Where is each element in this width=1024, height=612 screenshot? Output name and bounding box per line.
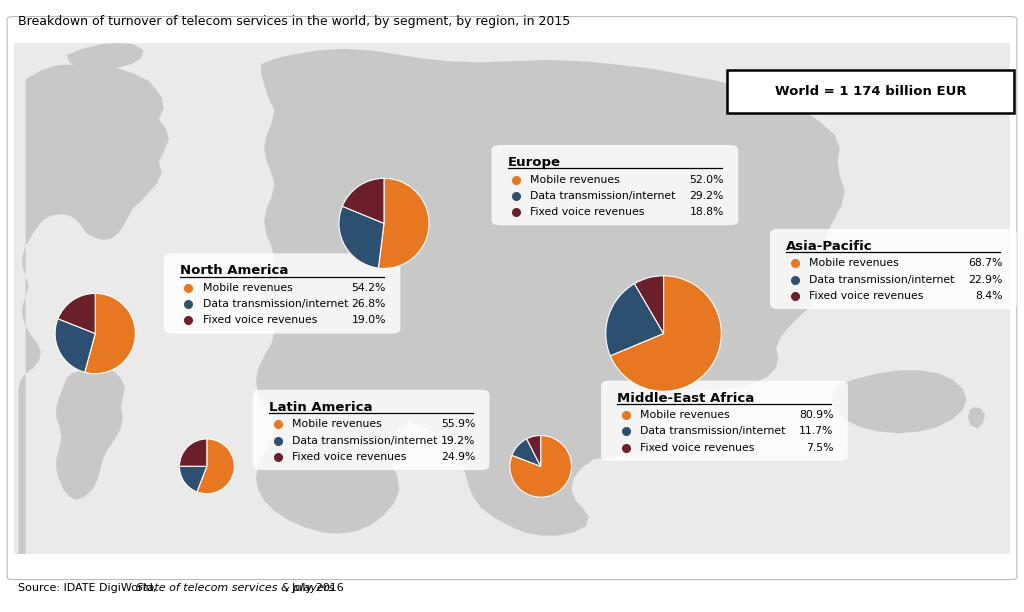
Wedge shape bbox=[635, 276, 664, 334]
Text: Mobile revenues: Mobile revenues bbox=[530, 174, 621, 185]
Text: 19.0%: 19.0% bbox=[351, 315, 386, 326]
Text: Fixed voice revenues: Fixed voice revenues bbox=[203, 315, 317, 326]
Text: 11.7%: 11.7% bbox=[799, 427, 834, 436]
Polygon shape bbox=[809, 173, 831, 196]
Text: World = 1 174 billion EUR: World = 1 174 billion EUR bbox=[774, 85, 967, 99]
Wedge shape bbox=[526, 436, 541, 466]
Wedge shape bbox=[606, 283, 664, 356]
Wedge shape bbox=[85, 293, 135, 374]
Text: Fixed voice revenues: Fixed voice revenues bbox=[640, 442, 755, 453]
Polygon shape bbox=[56, 367, 125, 500]
Text: 55.9%: 55.9% bbox=[440, 419, 475, 430]
FancyBboxPatch shape bbox=[253, 390, 489, 470]
Wedge shape bbox=[58, 293, 95, 334]
Text: State of telecom services & players: State of telecom services & players bbox=[136, 583, 334, 592]
Text: Data transmission/internet: Data transmission/internet bbox=[292, 436, 437, 446]
FancyBboxPatch shape bbox=[14, 43, 1010, 554]
Wedge shape bbox=[179, 439, 207, 466]
Text: Data transmission/internet: Data transmission/internet bbox=[809, 275, 954, 285]
Text: Fixed voice revenues: Fixed voice revenues bbox=[292, 452, 407, 462]
Text: 80.9%: 80.9% bbox=[799, 410, 834, 420]
Text: Mobile revenues: Mobile revenues bbox=[203, 283, 293, 293]
Text: 68.7%: 68.7% bbox=[968, 258, 1002, 269]
Text: Mobile revenues: Mobile revenues bbox=[809, 258, 899, 269]
Text: 26.8%: 26.8% bbox=[351, 299, 386, 309]
Wedge shape bbox=[179, 466, 207, 492]
Text: Data transmission/internet: Data transmission/internet bbox=[640, 427, 785, 436]
Text: Data transmission/internet: Data transmission/internet bbox=[203, 299, 348, 309]
Text: Breakdown of turnover of telecom services in the world, by segment, by region, i: Breakdown of turnover of telecom service… bbox=[18, 15, 570, 28]
Text: 8.4%: 8.4% bbox=[975, 291, 1002, 301]
Polygon shape bbox=[968, 407, 985, 428]
Text: Source: IDATE DigiWorld,: Source: IDATE DigiWorld, bbox=[18, 583, 161, 592]
Text: Latin America: Latin America bbox=[269, 401, 373, 414]
Text: Fixed voice revenues: Fixed voice revenues bbox=[809, 291, 924, 301]
Text: North America: North America bbox=[180, 264, 289, 277]
Text: 52.0%: 52.0% bbox=[689, 174, 724, 185]
Text: 22.9%: 22.9% bbox=[968, 275, 1002, 285]
Polygon shape bbox=[18, 64, 169, 554]
Text: 7.5%: 7.5% bbox=[806, 442, 834, 453]
FancyBboxPatch shape bbox=[601, 381, 848, 461]
Text: Mobile revenues: Mobile revenues bbox=[292, 419, 382, 430]
Text: Middle-East Africa: Middle-East Africa bbox=[617, 392, 755, 405]
FancyBboxPatch shape bbox=[164, 253, 400, 334]
Text: 29.2%: 29.2% bbox=[689, 191, 724, 201]
Text: Data transmission/internet: Data transmission/internet bbox=[530, 191, 676, 201]
Text: , July 2016: , July 2016 bbox=[285, 583, 343, 592]
Text: 19.2%: 19.2% bbox=[440, 436, 475, 446]
Wedge shape bbox=[342, 178, 384, 223]
Wedge shape bbox=[55, 319, 95, 372]
Polygon shape bbox=[256, 49, 845, 536]
Wedge shape bbox=[610, 276, 721, 391]
Wedge shape bbox=[197, 439, 234, 494]
FancyBboxPatch shape bbox=[727, 70, 1014, 113]
Text: Mobile revenues: Mobile revenues bbox=[640, 410, 730, 420]
FancyBboxPatch shape bbox=[770, 229, 1017, 309]
Wedge shape bbox=[378, 178, 429, 269]
Text: 24.9%: 24.9% bbox=[440, 452, 475, 462]
Polygon shape bbox=[67, 43, 143, 70]
FancyBboxPatch shape bbox=[492, 145, 738, 225]
Text: 18.8%: 18.8% bbox=[689, 207, 724, 217]
FancyBboxPatch shape bbox=[7, 17, 1017, 580]
Wedge shape bbox=[512, 439, 541, 466]
Text: Asia-Pacific: Asia-Pacific bbox=[786, 240, 873, 253]
Wedge shape bbox=[510, 436, 571, 497]
Polygon shape bbox=[831, 370, 967, 433]
Wedge shape bbox=[339, 206, 384, 268]
Text: 54.2%: 54.2% bbox=[351, 283, 386, 293]
Text: Fixed voice revenues: Fixed voice revenues bbox=[530, 207, 645, 217]
Text: Europe: Europe bbox=[508, 156, 561, 169]
